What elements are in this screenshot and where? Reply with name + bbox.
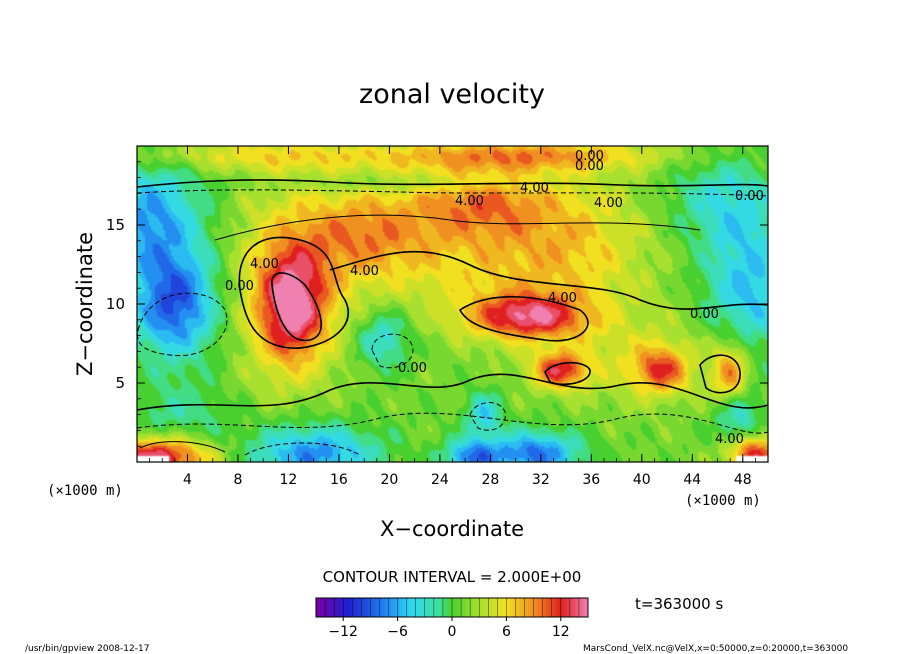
x-tick-label: 24 xyxy=(431,472,449,488)
contour-label: 4.00 xyxy=(350,264,379,279)
contour-line xyxy=(458,296,589,342)
contour-label: 0.00 xyxy=(398,361,427,376)
y-tick-label: 15 xyxy=(106,216,125,234)
x-axis-unit-left: (×1000 m) xyxy=(47,483,123,499)
x-tick-label: 32 xyxy=(532,472,550,488)
x-axis: 4 8 12 16 20 24 28 32 36 40 44 48 xyxy=(136,146,769,488)
x-tick-label: 44 xyxy=(683,472,701,488)
contour-lines xyxy=(136,179,769,456)
colorbar-tick-label: 6 xyxy=(502,624,511,640)
x-tick-label: 8 xyxy=(233,472,242,488)
x-axis-label: X−coordinate xyxy=(380,517,524,541)
x-tick-label: 48 xyxy=(734,472,752,488)
contour-labels: 0.004.004.004.000.000.004.004.000.004.00… xyxy=(225,149,764,447)
colorbar-tick-label: −6 xyxy=(387,624,408,640)
contour-label: 4.00 xyxy=(548,291,577,306)
contour-label: 0.00 xyxy=(575,149,604,164)
x-axis-unit-right: (×1000 m) xyxy=(685,493,761,509)
footer-right: MarsCond_VelX.nc@VelX,x=0:50000,z=0:2000… xyxy=(583,644,848,654)
contour-line xyxy=(699,354,741,394)
contour-line xyxy=(136,189,769,197)
contour-line xyxy=(136,292,228,357)
contour-line xyxy=(329,250,769,310)
colorbar-tick-label: 12 xyxy=(552,624,570,640)
colorbar-tick-label: 0 xyxy=(448,624,457,640)
colorbar-tick-label: −12 xyxy=(328,624,358,640)
x-tick-label: 12 xyxy=(280,472,298,488)
contour-label: 4.00 xyxy=(520,181,549,196)
footer-left: /usr/bin/gpview 2008-12-17 xyxy=(25,644,149,654)
contour-line xyxy=(238,236,349,349)
colorbar: −12 −6 0 6 12 xyxy=(315,597,589,640)
contour-interval-label: CONTOUR INTERVAL = 2.000E+00 xyxy=(323,568,582,586)
y-axis: 5 10 15 xyxy=(106,145,768,463)
colorbar-ticks: −12 −6 0 6 12 xyxy=(328,617,570,640)
contour-line xyxy=(469,402,506,431)
contour-line xyxy=(136,412,769,434)
x-tick-label: 36 xyxy=(582,472,600,488)
y-tick-label: 10 xyxy=(106,295,125,313)
contour-label: 4.00 xyxy=(715,432,744,447)
contour-label: 4.00 xyxy=(594,196,623,211)
contour-line xyxy=(136,373,769,411)
x-tick-label: 20 xyxy=(380,472,398,488)
y-tick-label: 5 xyxy=(115,374,125,392)
x-tick-label: 16 xyxy=(330,472,348,488)
contour-label: 0.00 xyxy=(575,159,604,174)
plot-area: 0.004.004.004.000.000.004.004.000.004.00… xyxy=(136,145,769,463)
contour-line xyxy=(139,441,226,453)
chart-title: zonal velocity xyxy=(359,79,545,110)
contour-line xyxy=(136,179,769,188)
y-axis-label: Z−coordinate xyxy=(73,232,97,376)
x-tick-label: 40 xyxy=(633,472,651,488)
x-tick-label: 4 xyxy=(183,472,192,488)
contour-label: 4.00 xyxy=(455,194,484,209)
contour-label: 0.00 xyxy=(735,189,764,204)
contour-line xyxy=(371,333,414,369)
contour-line xyxy=(244,442,361,456)
contour-label: 4.00 xyxy=(250,257,279,272)
contour-line xyxy=(214,214,701,241)
x-tick-label: 28 xyxy=(481,472,499,488)
contour-line xyxy=(271,272,322,342)
time-label: t=363000 s xyxy=(635,595,723,613)
colorbar-divisions xyxy=(324,598,580,617)
contour-label: 0.00 xyxy=(225,279,254,294)
contour-label: 0.00 xyxy=(690,307,719,322)
